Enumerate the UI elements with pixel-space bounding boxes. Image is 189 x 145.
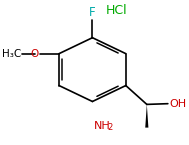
Polygon shape <box>145 104 148 128</box>
Text: O: O <box>31 49 39 59</box>
Text: H₃C: H₃C <box>2 49 21 59</box>
Text: HCl: HCl <box>106 4 128 17</box>
Text: OH: OH <box>170 99 187 109</box>
Text: F: F <box>89 6 96 19</box>
Text: NH: NH <box>94 121 110 131</box>
Text: 2: 2 <box>107 123 113 132</box>
